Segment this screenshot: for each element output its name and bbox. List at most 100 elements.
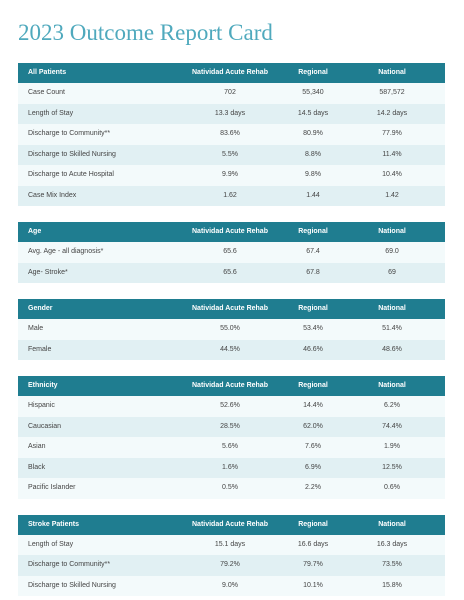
cell-value: 67.4	[306, 248, 320, 255]
row-label: Discharge to Acute Hospital	[28, 171, 114, 178]
cell-value: 48.6%	[382, 345, 402, 353]
table-header: All Patients Natividad Acute Rehab Regiona…	[18, 63, 445, 83]
table-row: Asian 5.6% 7.6% 1.9%	[18, 437, 445, 458]
row-label: Black	[28, 463, 46, 471]
table-row: Discharge to Community** 79.2% 79.7% 73.5%	[18, 555, 445, 576]
cell-value: 11.4%	[382, 150, 402, 158]
table-row: Case Mix Index 1.62 1.44 1.42	[18, 185, 445, 206]
cell-value: 2.2%	[305, 484, 321, 491]
cell-value: 12.5%	[382, 463, 402, 471]
cell-value: 65.6	[223, 268, 237, 276]
cell-value: 69	[388, 268, 396, 276]
cell-value: 14.2 days	[376, 109, 408, 117]
cell-value: 16.6 days	[297, 540, 329, 548]
cell-value: National	[378, 520, 406, 528]
cell-value: 51.4%	[382, 325, 402, 332]
cell-value: 1.6%	[222, 463, 238, 471]
cell-value: 0.6%	[384, 484, 400, 491]
cell-value: 80.9%	[303, 130, 323, 137]
cell-value: 77.9%	[382, 130, 402, 137]
cell-value: Natividad Acute Rehab	[192, 305, 268, 312]
cell-value: 79.2%	[220, 561, 240, 568]
cell-value: 74.4%	[382, 422, 402, 430]
cell-value: Natividad Acute Rehab	[192, 520, 268, 528]
cell-value: Natividad Acute Rehab	[192, 228, 268, 235]
table-header: Ethnicity Natividad Acute Rehab Regional Na…	[18, 376, 445, 396]
row-label: Male	[28, 325, 44, 332]
cell-value: 5.6%	[222, 443, 238, 450]
cell-value: 1.9%	[384, 443, 400, 450]
cell-value: 14.5 days	[297, 109, 329, 117]
row-label: Discharge to Community**	[28, 561, 111, 568]
table-row: Caucasian 28.5% 62.0% 74.4%	[18, 416, 445, 437]
cell-value: 8.8%	[305, 150, 321, 158]
table-row: Black 1.6% 6.9% 12.5%	[18, 457, 445, 478]
cell-value: 5.5%	[222, 150, 238, 158]
cell-value: Regional	[298, 520, 328, 528]
cell-value: 52.6%	[220, 402, 240, 409]
row-label: Asian	[28, 443, 46, 450]
cell-value: 83.6%	[220, 130, 240, 137]
cell-value: 28.5%	[220, 422, 240, 430]
cell-value: 53.4%	[303, 325, 323, 332]
row-label: Gender	[28, 305, 53, 312]
cell-value: Regional	[298, 228, 328, 235]
cell-value: 55,340	[302, 89, 324, 96]
row-label: Pacific Islander	[28, 484, 76, 491]
cell-value: 9.9%	[222, 171, 238, 178]
cell-value: Regional	[298, 69, 328, 76]
cell-value: 9.8%	[305, 171, 321, 178]
row-label: Female	[28, 345, 52, 353]
cell-value: 67.8	[306, 268, 320, 276]
table-row: Pacific Islander 0.5% 2.2% 0.6%	[18, 478, 445, 499]
cell-value: 0.5%	[222, 484, 238, 491]
table-row: Avg. Age - all diagnosis* 65.6 67.4 69.0	[18, 242, 445, 263]
cell-value: 10.4%	[382, 171, 402, 178]
cell-value: 15.1 days	[214, 540, 246, 548]
cell-value: 62.0%	[303, 422, 323, 430]
row-label: Length of Stay	[28, 109, 74, 117]
row-label: Case Count	[28, 89, 65, 96]
table-row: Discharge to Skilled Nursing 9.0% 10.1% 15.…	[18, 575, 445, 596]
table-row: Discharge to Acute Hospital 9.9% 9.8% 10.4%	[18, 165, 445, 186]
table-row: Length of Stay 15.1 days 16.6 days 16.3 day…	[18, 534, 445, 555]
row-label: Ethnicity	[28, 382, 58, 389]
table-row: Discharge to Skilled Nursing 5.5% 8.8% 11.4…	[18, 144, 445, 165]
cell-value: 6.9%	[305, 463, 321, 471]
cell-value: 73.5%	[382, 561, 402, 568]
cell-value: 69.0	[385, 248, 399, 255]
table-header: Age Natividad Acute Rehab Regional National	[18, 222, 445, 242]
cell-value: 10.1%	[303, 581, 323, 589]
cell-value: 9.0%	[222, 581, 238, 589]
cell-value: 1.62	[223, 191, 237, 199]
cell-value: Natividad Acute Rehab	[192, 382, 268, 389]
cell-value: 587,572	[379, 89, 405, 96]
table-row: Male 55.0% 53.4% 51.4%	[18, 319, 445, 340]
row-label: Discharge to Skilled Nursing	[28, 150, 116, 158]
cell-value: 44.5%	[220, 345, 240, 353]
cell-value: National	[378, 69, 406, 76]
cell-value: 6.2%	[384, 402, 400, 409]
cell-value: 702	[224, 89, 236, 96]
row-label: Avg. Age - all diagnosis*	[28, 248, 104, 255]
cell-value: 14.4%	[303, 402, 323, 409]
cell-value: 1.42	[385, 191, 399, 199]
row-label: Age- Stroke*	[28, 268, 68, 276]
cell-value: Regional	[298, 305, 328, 312]
cell-value: 1.44	[306, 191, 320, 199]
cell-value: 7.6%	[305, 443, 321, 450]
table-row: Hispanic 52.6% 14.4% 6.2%	[18, 396, 445, 417]
cell-value: Natividad Acute Rehab	[192, 69, 268, 76]
cell-value: 16.3 days	[376, 540, 408, 548]
row-label: Hispanic	[28, 402, 55, 409]
cell-value: Regional	[298, 382, 328, 389]
page-title: 2023 Outcome Report Card	[18, 20, 273, 45]
cell-value: 46.6%	[303, 345, 323, 353]
cell-value: National	[378, 382, 406, 389]
table-row: Age- Stroke* 65.6 67.8 69	[18, 262, 445, 283]
cell-value: 13.3 days	[214, 109, 246, 117]
table-row: Case Count 702 55,340 587,572	[18, 83, 445, 104]
row-label: Caucasian	[28, 422, 62, 430]
table-row: Female 44.5% 46.6% 48.6%	[18, 339, 445, 360]
